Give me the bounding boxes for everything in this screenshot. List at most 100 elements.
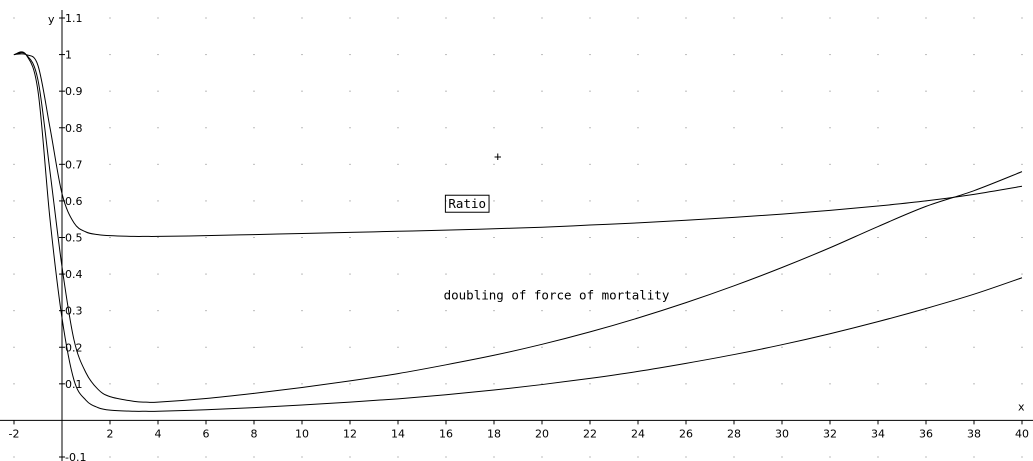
grid-dot [445, 346, 447, 348]
grid-dot [205, 310, 207, 312]
grid-dot [829, 54, 831, 56]
x-tick-label: 4 [155, 427, 162, 440]
x-tick-label: 30 [775, 427, 789, 440]
grid-dot [877, 273, 879, 275]
grid-dot [733, 237, 735, 238]
grid-dot [925, 346, 927, 348]
grid-dot [925, 90, 927, 92]
x-tick-label: 32 [823, 427, 837, 440]
grid-dot [781, 200, 783, 202]
grid-dot [637, 383, 639, 385]
grid-dot [637, 346, 639, 348]
x-tick-label: 24 [631, 427, 645, 440]
grid-dot [157, 237, 159, 238]
grid-dot [397, 310, 399, 312]
grid-dot [973, 17, 975, 19]
grid-dot [157, 383, 159, 385]
ratio-label: Ratio [448, 196, 486, 211]
grid-dot [349, 163, 351, 165]
grid-dot [925, 127, 927, 129]
grid-dot [445, 54, 447, 56]
grid-dot [541, 310, 543, 312]
grid-dot [781, 310, 783, 312]
grid-dot [109, 456, 111, 458]
grid-dot [829, 273, 831, 275]
grid-dot [973, 54, 975, 56]
grid-dot [253, 54, 255, 56]
grid-dot [1021, 456, 1023, 458]
grid-dot [301, 54, 303, 56]
grid-dot [637, 237, 639, 238]
y-tick-label: 0.4 [65, 268, 83, 281]
grid-dot [589, 456, 591, 458]
grid-dot [13, 456, 15, 458]
grid-dot [445, 200, 447, 202]
grid-dot [685, 163, 687, 165]
grid-dot [445, 237, 447, 238]
x-tick-label: 14 [391, 427, 405, 440]
grid-dot [493, 273, 495, 275]
grid-dot [829, 17, 831, 19]
grid-dot [205, 127, 207, 129]
grid-dot [301, 456, 303, 458]
grid-dot [493, 90, 495, 92]
grid-dot [781, 127, 783, 129]
grid-dot [589, 383, 591, 385]
grid-dot [637, 273, 639, 275]
grid-dot [13, 90, 15, 92]
annotation-label: doubling of force of mortality [444, 288, 670, 303]
grid-dot [877, 383, 879, 385]
grid-dot [13, 273, 15, 275]
grid-dot [925, 310, 927, 312]
grid-dot [349, 273, 351, 275]
grid-dot [445, 163, 447, 165]
grid-dot [733, 383, 735, 385]
y-tick-label: 0.8 [65, 122, 83, 135]
grid-dot [877, 163, 879, 165]
grid-dot [301, 90, 303, 92]
grid-dot [349, 237, 351, 238]
grid-dot [349, 17, 351, 19]
grid-dot [1021, 90, 1023, 92]
grid-dot [781, 346, 783, 348]
grid-dot [349, 90, 351, 92]
grid-dot [349, 383, 351, 385]
grid-dot [493, 310, 495, 312]
grid-dot [637, 200, 639, 202]
grid-dot [589, 273, 591, 275]
y-tick-label: 1 [65, 49, 72, 62]
grid-dot [205, 383, 207, 385]
grid-dot [877, 456, 879, 458]
cursor-marker: + [494, 149, 502, 164]
grid-dot [877, 200, 879, 202]
grid-dot [13, 310, 15, 312]
grid-dot [157, 90, 159, 92]
grid-dot [877, 237, 879, 238]
grid-dot [397, 90, 399, 92]
grid-dot [397, 273, 399, 275]
grid-dot [733, 346, 735, 348]
grid-dot [205, 456, 207, 458]
x-ticks: -2 2 4 6 8 10 12 14 16 18 20 22 24 26 28 30 32 34 36 38 40 [9, 420, 1029, 440]
grid-dot [877, 346, 879, 348]
grid-dot [205, 200, 207, 202]
grid-dot [541, 163, 543, 165]
grid-dot [829, 200, 831, 202]
grid-dot [733, 17, 735, 19]
grid-dot [541, 456, 543, 458]
grid-dot [349, 310, 351, 312]
grid-dot [157, 310, 159, 312]
grid-dot [493, 127, 495, 129]
x-tick-label: 22 [583, 427, 597, 440]
y-tick-label: 0.7 [65, 158, 83, 171]
x-tick-label: 28 [727, 427, 741, 440]
grid-dot [253, 237, 255, 238]
grid-dot [685, 383, 687, 385]
grid-dot [541, 127, 543, 129]
grid-dot [397, 17, 399, 19]
grid-dot [877, 90, 879, 92]
grid-dots [13, 17, 1023, 458]
series-line-3 [13, 51, 1023, 412]
grid-dot [397, 237, 399, 238]
